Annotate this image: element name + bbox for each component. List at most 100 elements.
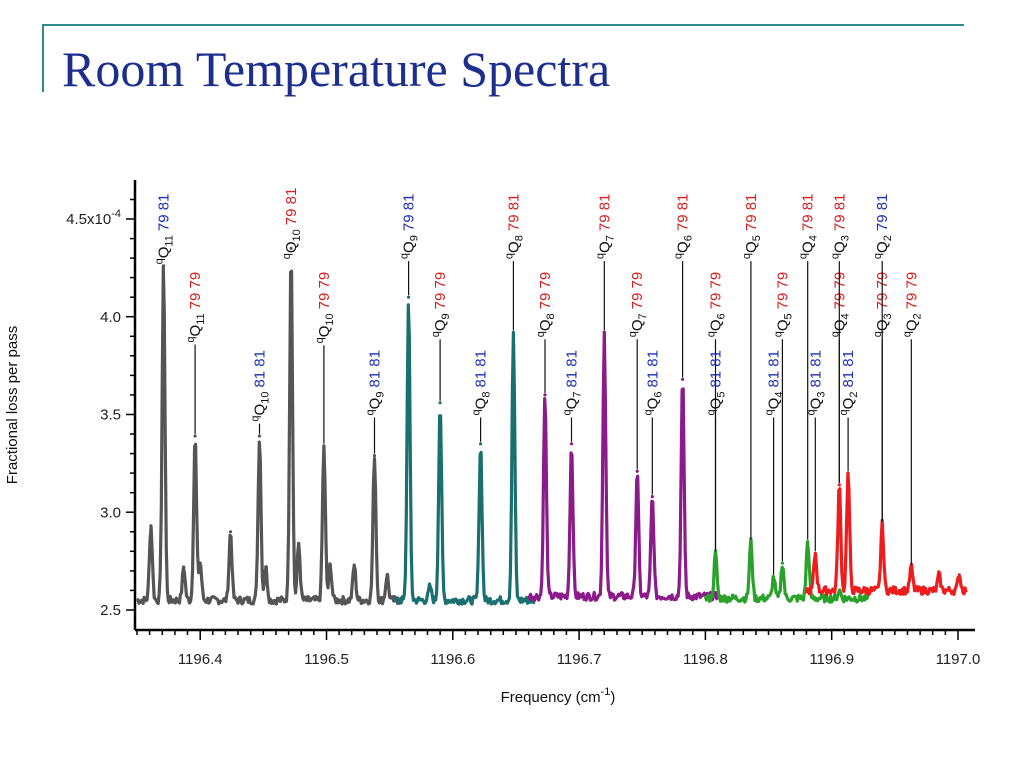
peak-label-21: qQ479 81 [798,194,820,259]
series-trace-1 [395,303,537,606]
peak-point-2-0 [543,393,547,397]
x-tick-label-0: 1196.4 [178,651,223,668]
peak-label-11: qQ781 81 [562,350,584,415]
peak-label-text: qQ981 81 [365,350,387,415]
peak-point-0-13 [372,454,377,458]
peak-label-text: qQ381 81 [805,350,827,415]
series-layer [136,246,968,606]
peak-point-4-0 [813,551,817,555]
peak-label-20: qQ481 81 [764,350,786,415]
y-tick-label-4: 4.5x10-4 [66,208,121,228]
peak-label-text: qQ779 79 [627,272,649,337]
x-tick-label-4: 1196.8 [683,651,728,668]
y-tick-label-3: 4.0 [100,309,121,326]
peak-label-6: qQ979 81 [399,194,421,259]
title-rule-top [42,24,964,26]
peak-point-4-6 [957,573,961,577]
peak-point-3-0 [713,551,718,555]
peak-label-text: qQ679 81 [673,194,695,259]
peak-label-text: qQ279 79 [901,272,923,337]
peak-point-1-0 [407,295,411,299]
peak-label-text: qQ979 79 [430,272,452,337]
peak-label-10: qQ879 79 [535,272,557,337]
peak-point-0-8 [289,246,293,250]
peak-point-0-6 [257,434,262,438]
slide-title: Room Temperature Spectra [62,41,611,97]
peak-label-text: qQ681 81 [642,350,664,415]
annotation-layer: qQ1179 81 qQ1179 79 qQ1081 81 qQ1079 81 qQ10… [154,188,923,575]
peak-label-text: qQ279 81 [872,194,894,259]
peak-point-3-5 [837,588,841,593]
peak-label-text: qQ1081 81 [250,350,272,422]
peak-label-text: qQ579 81 [741,194,763,259]
peak-label-24: qQ379 81 [829,194,851,259]
title-rule-left [42,26,44,92]
peak-point-3-3 [780,561,785,565]
peak-label-18: qQ579 81 [741,194,763,259]
peak-label-2: qQ1081 81 [250,350,272,422]
peak-point-0-1 [161,264,166,268]
peak-point-0-11 [328,563,332,567]
peak-point-2-5 [681,377,685,381]
peak-label-19: qQ579 79 [772,272,794,337]
peak-label-text: qQ1079 81 [281,188,303,260]
x-tick-label-5: 1196.9 [809,651,854,668]
peak-point-1-2 [438,401,442,405]
peak-point-4-1 [837,483,841,487]
peak-label-3: qQ1079 81 [281,188,303,260]
peak-point-0-10 [322,444,326,448]
peak-point-4-2 [846,471,850,475]
x-axis-label: Frequency (cm-1) [501,686,616,706]
peak-label-text: qQ1079 79 [314,272,336,344]
series-trace-4 [804,471,968,596]
peak-point-4-4 [909,565,913,569]
peak-point-2-2 [602,330,606,334]
x-tick-label-6: 1197.0 [936,651,981,668]
peak-point-0-5 [228,530,233,534]
peak-point-0-0 [149,524,153,528]
peak-label-25: qQ379 79 [872,272,894,337]
peak-label-text: qQ979 81 [399,194,421,259]
peak-label-12: qQ779 81 [594,194,616,259]
peak-label-16: qQ679 79 [706,272,728,337]
peak-label-text: qQ879 81 [503,194,525,259]
peak-label-23: qQ381 81 [805,350,827,415]
peak-point-2-1 [569,442,574,446]
peak-label-text: qQ379 81 [829,194,851,259]
y-tick-label-2: 3.5 [100,407,121,424]
peak-label-13: qQ779 79 [627,272,649,337]
peak-label-26: qQ281 81 [838,350,860,415]
peak-label-text: qQ1179 81 [154,194,176,265]
series-trace-3 [703,537,870,604]
peak-label-5: qQ981 81 [365,350,387,415]
peak-label-text: qQ379 79 [872,272,894,337]
peak-label-text: qQ781 81 [562,350,584,415]
peak-point-1-4 [511,330,515,334]
x-tick-label-1: 1196.5 [304,651,349,668]
peak-label-text: qQ479 81 [798,194,820,259]
peak-label-text: qQ679 79 [706,272,728,337]
peak-point-0-14 [385,573,389,577]
peak-point-4-5 [937,573,941,577]
y-tick-label-0: 2.5 [100,602,121,619]
peak-point-3-4 [806,540,810,544]
peak-point-2-4 [650,495,654,499]
axis-layer: 2.5 3.0 3.5 4.0 4.5x10-4 1196.4 1196.5 1196.6 11… [4,180,980,706]
series-trace-0 [136,265,403,606]
peak-label-1: qQ1179 79 [185,272,207,343]
y-tick-label-1: 3.0 [100,504,121,521]
peak-label-17: qQ581 81 [706,350,728,415]
peak-point-2-3 [635,469,639,473]
peak-label-9: qQ879 81 [503,194,525,259]
peak-point-0-12 [352,563,356,567]
peak-label-text: qQ1179 79 [185,272,207,343]
peak-point-0-3 [193,434,197,438]
peak-point-0-7 [264,565,268,569]
peak-label-4: qQ1079 79 [314,272,336,344]
peak-label-text: qQ581 81 [706,350,728,415]
peak-label-15: qQ679 81 [673,194,695,259]
peak-label-27: qQ279 81 [872,194,894,259]
x-tick-label-3: 1196.7 [557,651,602,668]
series-trace-2 [527,330,719,602]
